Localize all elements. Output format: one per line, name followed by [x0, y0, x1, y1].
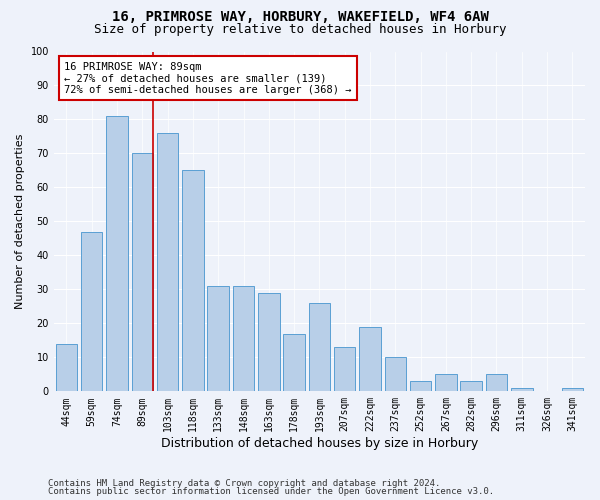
Text: Size of property relative to detached houses in Horbury: Size of property relative to detached ho…	[94, 22, 506, 36]
Bar	[81, 232, 103, 392]
Text: Contains public sector information licensed under the Open Government Licence v3: Contains public sector information licen…	[48, 487, 494, 496]
Bar	[334, 347, 355, 392]
Bar	[308, 303, 330, 392]
Bar	[460, 381, 482, 392]
Bar	[435, 374, 457, 392]
Bar	[106, 116, 128, 392]
Bar	[56, 344, 77, 392]
Y-axis label: Number of detached properties: Number of detached properties	[15, 134, 25, 309]
Bar	[182, 170, 203, 392]
Bar	[283, 334, 305, 392]
Bar	[511, 388, 533, 392]
X-axis label: Distribution of detached houses by size in Horbury: Distribution of detached houses by size …	[161, 437, 478, 450]
Bar	[359, 327, 381, 392]
Bar	[131, 154, 153, 392]
Text: 16 PRIMROSE WAY: 89sqm
← 27% of detached houses are smaller (139)
72% of semi-de: 16 PRIMROSE WAY: 89sqm ← 27% of detached…	[64, 62, 352, 95]
Bar	[157, 133, 178, 392]
Bar	[385, 358, 406, 392]
Bar	[233, 286, 254, 392]
Bar	[562, 388, 583, 392]
Text: 16, PRIMROSE WAY, HORBURY, WAKEFIELD, WF4 6AW: 16, PRIMROSE WAY, HORBURY, WAKEFIELD, WF…	[112, 10, 488, 24]
Bar	[208, 286, 229, 392]
Bar	[410, 381, 431, 392]
Bar	[486, 374, 507, 392]
Text: Contains HM Land Registry data © Crown copyright and database right 2024.: Contains HM Land Registry data © Crown c…	[48, 478, 440, 488]
Bar	[258, 293, 280, 392]
